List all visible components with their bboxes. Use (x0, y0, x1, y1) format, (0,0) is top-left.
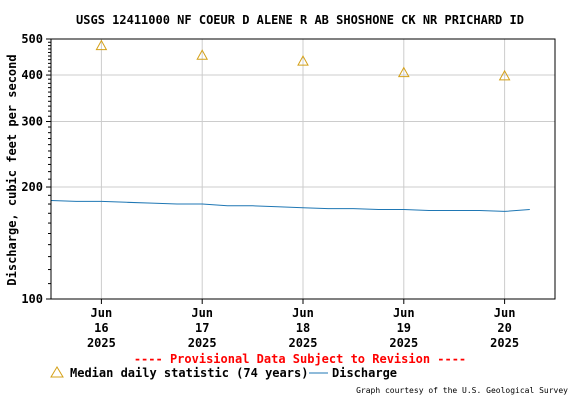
y-axis-title: Discharge, cubic feet per second (5, 54, 19, 285)
median-point (397, 66, 410, 78)
credit-text: Graph courtesy of the U.S. Geological Su… (356, 386, 568, 395)
x-tick-label: 16 (94, 321, 108, 335)
x-tick-label: 18 (296, 321, 310, 335)
x-tick-label: 20 (497, 321, 511, 335)
x-axis-ticks: Jun162025Jun172025Jun182025Jun192025Jun2… (87, 299, 519, 350)
y-tick-label: 100 (21, 292, 43, 306)
median-point (95, 39, 108, 51)
y-tick-label: 300 (21, 115, 43, 129)
series-layer (50, 39, 530, 212)
legend: Median daily statistic (74 years) Discha… (50, 366, 397, 380)
x-tick-label: 2025 (490, 336, 519, 350)
x-tick-label: Jun (393, 306, 415, 320)
discharge-series-line (50, 200, 530, 212)
y-tick-label: 500 (21, 32, 43, 46)
plot-frame (50, 38, 556, 300)
median-point (297, 55, 309, 66)
x-tick-label: 19 (397, 321, 411, 335)
legend-discharge-label: Discharge (332, 366, 397, 380)
legend-median-triangle-icon (50, 366, 64, 378)
x-tick-label: 17 (195, 321, 209, 335)
x-tick-label: Jun (494, 306, 516, 320)
x-tick-label: Jun (292, 306, 314, 320)
x-tick-label: 2025 (188, 336, 217, 350)
y-tick-label: 200 (21, 180, 43, 194)
x-tick-label: 2025 (87, 336, 116, 350)
y-tick-label: 400 (21, 68, 43, 82)
grid-lines (51, 39, 555, 299)
x-tick-label: 2025 (389, 336, 418, 350)
x-tick-label: Jun (91, 306, 113, 320)
y-axis-ticks: 100 200 300 400 500 (21, 32, 51, 306)
x-tick-label: Jun (191, 306, 213, 320)
median-point (498, 69, 511, 81)
chart-title: USGS 12411000 NF COEUR D ALENE R AB SHOS… (76, 13, 524, 27)
provisional-annotation: ---- Provisional Data Subject to Revisio… (134, 352, 466, 366)
median-point (196, 49, 209, 60)
x-tick-label: 2025 (289, 336, 318, 350)
legend-median-label: Median daily statistic (74 years) (70, 366, 308, 380)
